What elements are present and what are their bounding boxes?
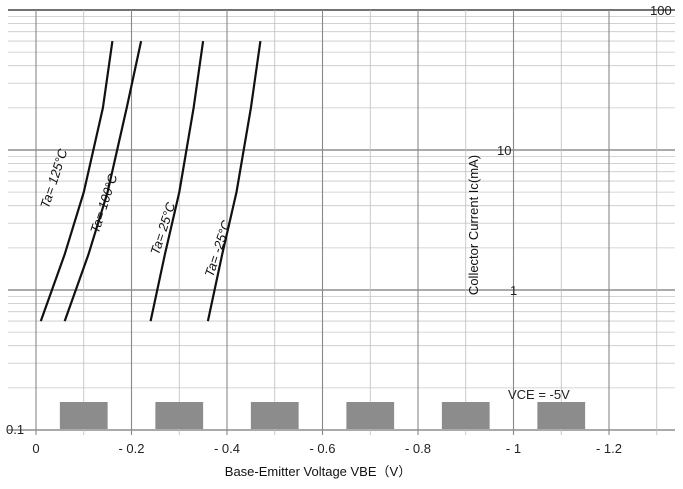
curves: [39, 40, 262, 322]
curve-line: [39, 40, 114, 322]
curve-line: [206, 40, 262, 322]
y-tick-label: 0.1: [6, 422, 24, 437]
y-axis-title: Collector Current Ic(mA): [466, 155, 481, 295]
vce-annotation: VCE = -5V: [508, 387, 570, 402]
x-tick-label: - 0.4: [214, 441, 240, 456]
shaded-band: [155, 402, 204, 429]
y-tick-label: 100: [650, 3, 672, 18]
shaded-band: [346, 402, 395, 429]
curve-line: [149, 40, 205, 322]
x-tick-label: - 1: [506, 441, 521, 456]
grid: [8, 9, 675, 435]
x-axis-title: Base-Emitter Voltage VBE（V）: [225, 464, 411, 479]
shaded-band: [441, 402, 490, 429]
shaded-band: [250, 402, 299, 429]
y-tick-label: 1: [510, 283, 517, 298]
y-tick-labels: 0.1 1 10 100: [6, 3, 672, 437]
y-tick-label: 10: [497, 143, 511, 158]
x-tick-labels: 0 - 0.2 - 0.4 - 0.6 - 0.8 - 1 - 1.2: [32, 441, 622, 456]
x-tick-label: - 1.2: [596, 441, 622, 456]
x-tick-label: - 0.2: [118, 441, 144, 456]
x-tick-label: - 0.8: [405, 441, 431, 456]
shaded-band: [59, 402, 108, 429]
x-tick-label: 0: [32, 441, 39, 456]
shaded-band: [537, 402, 586, 429]
curve-line: [63, 40, 143, 322]
x-tick-label: - 0.6: [309, 441, 335, 456]
bottom-shaded-bands: [59, 402, 586, 429]
